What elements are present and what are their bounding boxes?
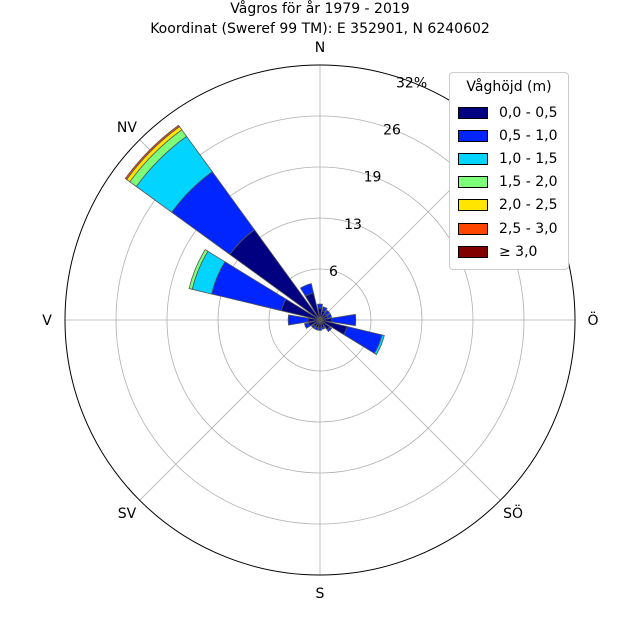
ring-label: 6 <box>329 264 338 280</box>
legend-swatch <box>458 152 488 165</box>
rose-bar-segment <box>331 313 357 327</box>
rose-bar-segment <box>321 306 328 313</box>
legend-label: ≥ 3,0 <box>499 243 538 260</box>
direction-label: S <box>316 586 325 602</box>
outer-ring <box>64 64 576 576</box>
legend-item: ≥ 3,0 <box>458 240 560 263</box>
rose-bar-segment <box>373 334 385 356</box>
legend-item: 1,5 - 2,0 <box>458 171 560 194</box>
legend-label: 0,5 - 1,0 <box>499 127 558 144</box>
ring-label: 32% <box>396 75 427 91</box>
direction-label: NV <box>117 120 137 136</box>
direction-label: SV <box>118 506 137 522</box>
direction-label: Ö <box>587 311 598 329</box>
rose-bar-segment <box>321 326 326 330</box>
direction-label: N <box>315 40 325 56</box>
direction-label: V <box>42 313 52 329</box>
legend-swatch <box>458 199 488 212</box>
legend: Våghöjd (m) 0,0 - 0,5 0,5 - 1,0 1,0 - 1,5 1… <box>449 72 569 270</box>
ring-label: 26 <box>383 123 401 139</box>
rose-bar-segment <box>124 124 181 181</box>
legend-label: 1,5 - 2,0 <box>499 174 558 191</box>
rose-bar-segment <box>311 324 316 329</box>
legend-swatch <box>458 245 488 258</box>
rose-bar-segment <box>326 313 333 319</box>
legend-label: 0,0 - 0,5 <box>499 104 558 121</box>
legend-label: 2,0 - 2,5 <box>499 197 558 214</box>
chart-subtitle: Koordinat (Sweref 99 TM): E 352901, N 62… <box>150 21 490 37</box>
legend-rows: 0,0 - 0,5 0,5 - 1,0 1,0 - 1,5 1,5 - 2,0 2,0 … <box>458 101 560 263</box>
ring-label: 13 <box>344 217 362 233</box>
wind-rose-bars <box>124 124 385 356</box>
rose-bar-segment <box>188 249 209 290</box>
direction-label: SÖ <box>503 504 523 522</box>
rose-bar-segment <box>299 283 314 297</box>
rose-bar-segment <box>324 309 331 316</box>
legend-item: 2,5 - 3,0 <box>458 217 560 240</box>
rose-bar-segment <box>304 322 311 329</box>
rose-bar-segment <box>326 326 333 333</box>
grid-spoke <box>319 319 501 501</box>
legend-label: 1,0 - 1,5 <box>499 150 558 167</box>
ring-label: 19 <box>364 170 382 186</box>
rose-bar-segment <box>287 314 309 326</box>
legend-swatch <box>458 176 488 189</box>
rose-bar-segment <box>317 327 323 331</box>
rose-bar-segment <box>314 326 319 331</box>
legend-item: 2,0 - 2,5 <box>458 194 560 217</box>
legend-swatch <box>458 222 488 235</box>
legend-swatch <box>458 129 488 142</box>
legend-item: 1,0 - 1,5 <box>458 147 560 170</box>
legend-item: 0,0 - 0,5 <box>458 101 560 124</box>
legend-item: 0,5 - 1,0 <box>458 124 560 147</box>
chart-title: Vågros för år 1979 - 2019 <box>230 0 409 17</box>
rose-bar-segment <box>317 303 323 309</box>
legend-title: Våghöjd (m) <box>466 79 552 95</box>
polar-frame <box>64 64 576 576</box>
legend-label: 2,5 - 3,0 <box>499 220 558 237</box>
legend-swatch <box>458 106 488 119</box>
grid-spoke <box>139 319 321 501</box>
ring-labels: 6 13 19 26 32% <box>329 75 427 279</box>
